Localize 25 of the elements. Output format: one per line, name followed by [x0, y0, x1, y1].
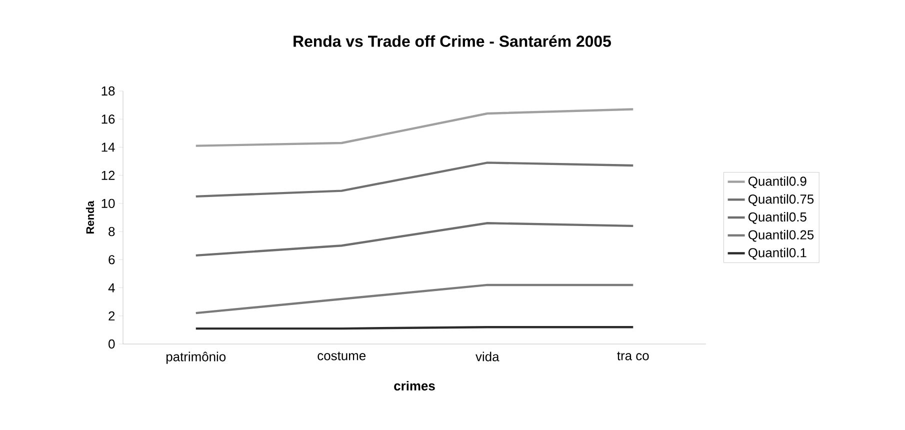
- legend-label: Quantil0.1: [748, 248, 806, 260]
- x-axis-title: crimes: [394, 380, 435, 390]
- x-tick-label: patrimônio: [166, 352, 226, 364]
- y-tick-label: 14: [102, 142, 115, 152]
- y-tick-label: 2: [108, 311, 115, 320]
- y-axis-title: Renda: [86, 200, 94, 234]
- line-series: [194, 222, 634, 257]
- y-tick-label: 16: [102, 114, 115, 124]
- line-series: [194, 108, 634, 147]
- y-tick-label: 10: [102, 198, 115, 208]
- x-tick-label: costume: [318, 352, 366, 360]
- chart-title: Renda vs Trade off Crime - Santarém 2005: [294, 35, 611, 47]
- y-tick-label: 12: [102, 170, 115, 180]
- x-tick-label: tra co: [617, 352, 649, 360]
- y-tick-label: 6: [108, 255, 115, 264]
- y-tick-label: 18: [102, 86, 115, 96]
- legend-label: Quantil0.25: [748, 230, 814, 242]
- y-tick-label: 8: [108, 226, 115, 236]
- legend-label: Quantil0.75: [748, 194, 814, 206]
- x-tick-label: vida: [476, 352, 500, 362]
- legend-label: Quantil0.5: [748, 212, 806, 224]
- y-tick-label: 0: [108, 339, 115, 349]
- y-tick-label: 4: [108, 283, 115, 292]
- line-series: [194, 162, 634, 198]
- legend-label: Quantil0.9: [748, 176, 806, 188]
